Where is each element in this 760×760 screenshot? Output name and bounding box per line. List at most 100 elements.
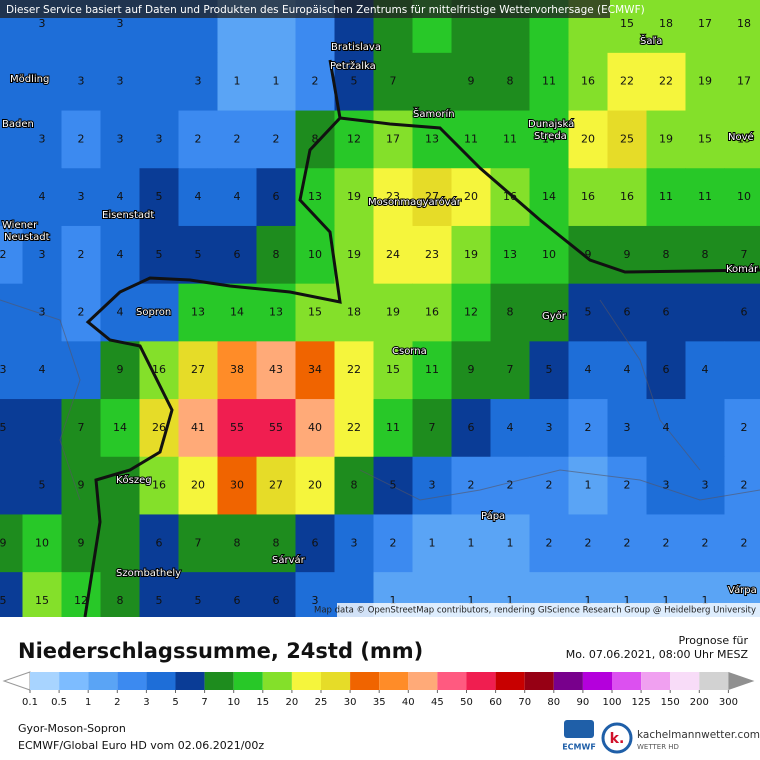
grid-value: 11 bbox=[659, 190, 673, 203]
grid-value: 6 bbox=[741, 306, 748, 319]
place-label: Petržalka bbox=[330, 60, 376, 72]
legend-swatch bbox=[379, 672, 409, 690]
precip-cell bbox=[607, 225, 647, 285]
legend-swatch bbox=[641, 672, 671, 690]
grid-value: 8 bbox=[663, 248, 670, 261]
precip-cell bbox=[490, 341, 530, 400]
precip-cell bbox=[529, 52, 569, 112]
legend-label: 5 bbox=[172, 697, 178, 708]
precip-cell bbox=[334, 514, 374, 573]
grid-value: 2 bbox=[741, 421, 748, 434]
precip-cell bbox=[22, 572, 62, 617]
grid-value: 1 bbox=[390, 594, 397, 607]
grid-value: 12 bbox=[74, 594, 88, 607]
precip-cell bbox=[61, 341, 101, 400]
precip-cell bbox=[334, 168, 374, 227]
precip-cell bbox=[100, 110, 140, 169]
precip-cell bbox=[139, 225, 179, 285]
grid-value: 2 bbox=[78, 306, 85, 319]
precip-cell bbox=[22, 110, 62, 169]
borders bbox=[83, 59, 760, 617]
grid-value: 6 bbox=[663, 306, 670, 319]
grid-value: 2 bbox=[702, 536, 709, 549]
precip-cell bbox=[61, 168, 101, 227]
grid-value: 13 bbox=[308, 190, 322, 203]
precip-cell bbox=[646, 52, 686, 112]
grid-value: 4 bbox=[117, 306, 124, 319]
grid-value: 8 bbox=[312, 132, 319, 145]
grid-value: 3 bbox=[39, 132, 46, 145]
grid-value: 1 bbox=[624, 594, 631, 607]
precip-cell bbox=[334, 456, 374, 515]
precip-cell bbox=[724, 514, 760, 573]
grid-value: 19 bbox=[386, 306, 400, 319]
grid-value: 8 bbox=[234, 536, 241, 549]
precip-cell bbox=[22, 225, 62, 285]
model: ECMWF/Global Euro HD vom 02.06.2021/00z bbox=[18, 739, 264, 752]
banner: Dieser Service basiert auf Daten und Pro… bbox=[6, 4, 645, 16]
legend-label: 70 bbox=[518, 697, 531, 708]
legend-low-arrow bbox=[2, 671, 31, 691]
precip-cell bbox=[178, 514, 218, 573]
legend-label: 150 bbox=[661, 697, 680, 708]
precip-cell bbox=[0, 456, 23, 515]
precip-cell bbox=[451, 514, 491, 573]
precip-cell bbox=[568, 283, 608, 342]
place-label: Mödling bbox=[10, 74, 49, 85]
grid-value: 5 bbox=[156, 190, 163, 203]
precip-cell bbox=[61, 110, 101, 169]
precip-cell bbox=[334, 399, 374, 458]
grid-value: 5 bbox=[0, 594, 7, 607]
grid-value: 14 bbox=[542, 190, 556, 203]
grid-value: 9 bbox=[585, 248, 592, 261]
precip-cell bbox=[217, 52, 257, 112]
grid-value: 9 bbox=[117, 363, 124, 376]
precip-cell bbox=[256, 341, 296, 400]
grid-value: 2 bbox=[312, 75, 319, 88]
grid-value: 2 bbox=[741, 479, 748, 492]
grid-value: 6 bbox=[234, 248, 241, 261]
legend-label: 50 bbox=[460, 697, 473, 708]
precip-cell bbox=[412, 52, 452, 112]
precip-cell bbox=[22, 341, 62, 400]
precip-cell bbox=[568, 399, 608, 458]
place-label: Sárvár bbox=[272, 554, 306, 566]
place-label: Bratislava bbox=[331, 42, 381, 53]
precip-cell bbox=[412, 514, 452, 573]
district-line bbox=[599, 299, 701, 471]
grid-value: 4 bbox=[702, 363, 709, 376]
grid-value: 3 bbox=[429, 479, 436, 492]
precip-cell bbox=[256, 225, 296, 285]
district-line bbox=[359, 469, 760, 501]
legend-label: 35 bbox=[373, 697, 386, 708]
grid-value: 19 bbox=[698, 75, 712, 88]
precip-cell bbox=[568, 514, 608, 573]
legend-swatch bbox=[699, 672, 729, 690]
legend-swatch bbox=[262, 672, 292, 690]
precip-cell bbox=[412, 283, 452, 342]
grid-value: 2 bbox=[78, 248, 85, 261]
precip-cell bbox=[529, 110, 569, 169]
precip-cell bbox=[490, 514, 530, 573]
precip-cell bbox=[295, 572, 335, 617]
precip-cell bbox=[490, 52, 530, 112]
grid-value: 5 bbox=[195, 594, 202, 607]
precip-cell bbox=[22, 399, 62, 458]
grid-value: 5 bbox=[351, 75, 358, 88]
grid-value: 3 bbox=[78, 75, 85, 88]
legend-label: 1 bbox=[85, 697, 91, 708]
grid-value: 2 bbox=[546, 536, 553, 549]
place-label: Dunajská bbox=[528, 118, 574, 130]
grid-value: 7 bbox=[429, 421, 436, 434]
grid-value: 2 bbox=[507, 479, 514, 492]
grid-value: 11 bbox=[698, 190, 712, 203]
precip-cell bbox=[373, 399, 413, 458]
precip-cell bbox=[685, 168, 725, 227]
grid-value: 2 bbox=[741, 536, 748, 549]
grid-value: 5 bbox=[195, 248, 202, 261]
precip-cell bbox=[529, 456, 569, 515]
precip-cell bbox=[646, 456, 686, 515]
grid-value: 5 bbox=[156, 594, 163, 607]
precip-cell bbox=[334, 52, 374, 112]
place-label: Komár bbox=[726, 263, 759, 275]
